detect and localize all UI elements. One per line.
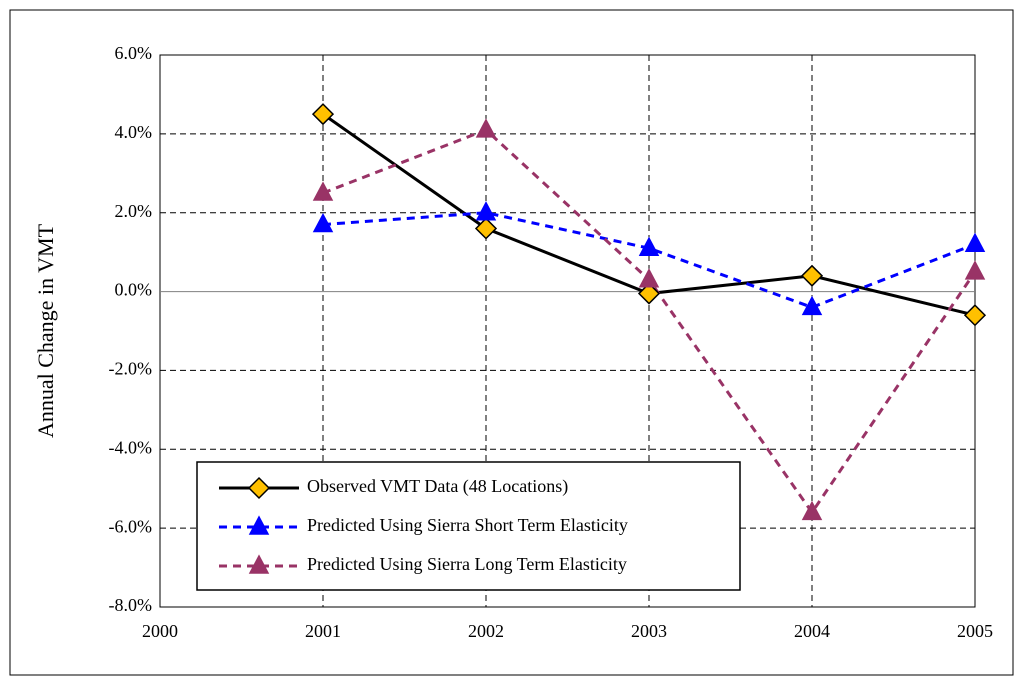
x-tick-label: 2004 (794, 621, 830, 641)
data-point (801, 295, 823, 316)
y-tick-label: -6.0% (109, 516, 153, 536)
y-axis-label: Annual Change in VMT (33, 223, 58, 438)
data-point (964, 232, 986, 253)
legend-box (196, 461, 741, 591)
data-point (964, 260, 986, 280)
legend-marker (248, 515, 270, 535)
data-point (312, 212, 334, 233)
data-point (801, 500, 823, 521)
y-tick-label: -8.0% (109, 595, 153, 615)
legend-label: Observed VMT Data (48 Locations) (307, 476, 568, 497)
data-point (638, 268, 660, 288)
data-point (638, 236, 660, 256)
x-tick-label: 2002 (468, 621, 504, 641)
legend-marker (247, 476, 271, 500)
data-point (963, 304, 987, 327)
y-tick-label: -4.0% (109, 437, 153, 457)
data-point (474, 217, 498, 240)
series-line (322, 211, 976, 309)
data-point (475, 118, 497, 138)
data-point (311, 103, 335, 126)
y-tick-label: 6.0% (115, 43, 153, 63)
legend-marker (248, 554, 270, 574)
data-point (475, 201, 497, 221)
x-tick-label: 2003 (631, 621, 667, 641)
y-tick-label: -2.0% (109, 359, 153, 379)
y-tick-label: 0.0% (115, 280, 153, 300)
data-point (800, 264, 824, 287)
legend-label: Predicted Using Sierra Long Term Elastic… (307, 554, 627, 574)
y-tick-label: 2.0% (115, 201, 153, 221)
legend-label: Predicted Using Sierra Short Term Elasti… (307, 515, 628, 535)
data-point (312, 181, 334, 201)
x-tick-label: 2001 (305, 621, 341, 641)
data-point (637, 282, 661, 305)
x-tick-label: 2000 (142, 621, 178, 641)
x-tick-label: 2005 (957, 621, 993, 641)
y-tick-label: 4.0% (115, 122, 153, 142)
